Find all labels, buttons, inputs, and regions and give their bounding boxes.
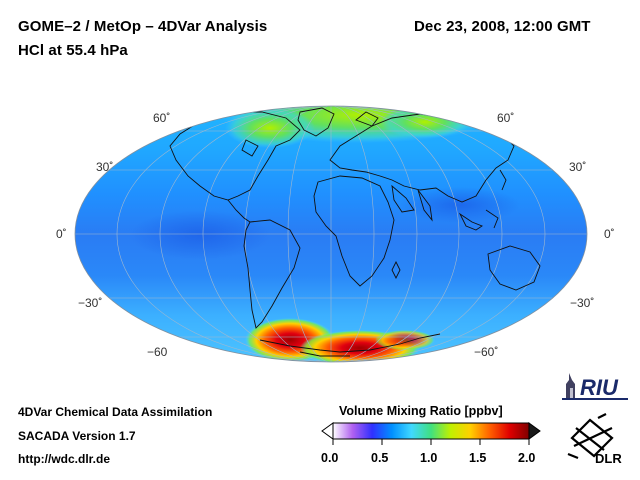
lat-label-left-30: 30˚: [96, 160, 114, 174]
title-line1: GOME–2 / MetOp – 4DVar Analysis: [18, 18, 268, 35]
riu-logo-graphic: [562, 373, 628, 400]
globe-outline: [74, 105, 588, 363]
lat-label-left-minus30: −30˚: [78, 296, 103, 310]
colorbar-tick-2: 1.0: [420, 451, 438, 465]
colorbar-high-arrow: [528, 422, 541, 440]
colorbar: [321, 422, 541, 445]
lat-label-right-0: 0˚: [604, 227, 615, 241]
footer-line2: SACADA Version 1.7: [18, 429, 136, 443]
date-time: Dec 23, 2008, 12:00 GMT: [414, 18, 591, 35]
colorbar-tick-0: 0.0: [321, 451, 339, 465]
colorbar-low-arrow: [321, 422, 334, 440]
lat-label-left-minus60: −60: [147, 345, 168, 359]
lat-label-right-minus60: −60˚: [474, 345, 499, 359]
lat-label-right-30: 30˚: [569, 160, 587, 174]
colorbar-tick-3: 1.5: [469, 451, 487, 465]
lat-label-left-0: 0˚: [56, 227, 67, 241]
dlr-logo-graphic: [567, 413, 614, 460]
lat-label-left-60: 60˚: [153, 111, 171, 125]
colorbar-title: Volume Mixing Ratio [ppbv]: [339, 404, 503, 418]
dlr-logo-text: DLR: [595, 451, 622, 466]
lat-label-right-60: 60˚: [497, 111, 515, 125]
hcl-field: [75, 106, 587, 362]
colorbar-gradient: [332, 422, 530, 440]
footer-line1: 4DVar Chemical Data Assimilation: [18, 405, 213, 419]
colorbar-tick-4: 2.0: [518, 451, 536, 465]
lat-label-right-minus30: −30˚: [570, 296, 595, 310]
riu-logo-text: RIU: [580, 375, 618, 400]
footer-line3: http://wdc.dlr.de: [18, 452, 110, 466]
title-line2: HCl at 55.4 hPa: [18, 42, 128, 59]
colorbar-tick-1: 0.5: [371, 451, 389, 465]
